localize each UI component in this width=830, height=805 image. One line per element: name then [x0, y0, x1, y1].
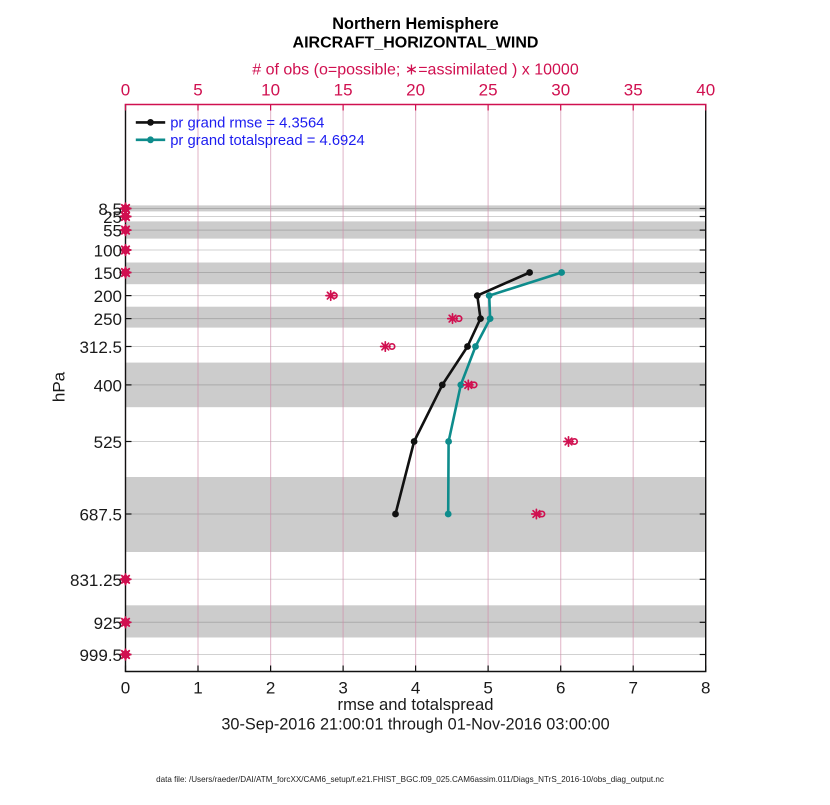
svg-text:999.5: 999.5 [79, 646, 122, 665]
svg-text:30-Sep-2016 21:00:01 through 0: 30-Sep-2016 21:00:01 through 01-Nov-2016… [221, 716, 609, 734]
svg-text:4: 4 [411, 679, 420, 698]
svg-text:35: 35 [624, 81, 643, 100]
svg-text:hPa: hPa [50, 371, 69, 402]
svg-text:15: 15 [334, 81, 353, 100]
svg-text:5: 5 [193, 81, 202, 100]
svg-text:pr grand totalspread = 4.6924: pr grand totalspread = 4.6924 [170, 133, 365, 149]
svg-text:55: 55 [103, 222, 122, 241]
svg-text:6: 6 [556, 679, 565, 698]
svg-text:7: 7 [628, 679, 637, 698]
svg-text:8.5: 8.5 [98, 200, 122, 219]
svg-text:312.5: 312.5 [79, 338, 122, 357]
svg-text:pr grand rmse = 4.3564: pr grand rmse = 4.3564 [170, 116, 324, 132]
svg-text:250: 250 [94, 310, 122, 329]
svg-text:2: 2 [266, 679, 275, 698]
svg-text:925: 925 [94, 614, 122, 633]
svg-text:AIRCRAFT_HORIZONTAL_WIND: AIRCRAFT_HORIZONTAL_WIND [293, 35, 539, 52]
svg-text:150: 150 [94, 264, 122, 283]
svg-text:1: 1 [193, 679, 202, 698]
svg-text:3: 3 [338, 679, 347, 698]
svg-text:Northern Hemisphere: Northern Hemisphere [332, 15, 498, 33]
svg-text:200: 200 [94, 287, 122, 306]
svg-text:100: 100 [94, 242, 122, 261]
svg-text:5: 5 [483, 679, 492, 698]
svg-text:0: 0 [121, 679, 130, 698]
svg-text:831.25: 831.25 [70, 571, 122, 590]
svg-text:40: 40 [696, 81, 715, 100]
svg-text:400: 400 [94, 377, 122, 396]
svg-text:20: 20 [406, 81, 425, 100]
svg-text:0: 0 [121, 81, 130, 100]
svg-text:8: 8 [701, 679, 710, 698]
svg-text:25: 25 [103, 208, 122, 227]
svg-text:30: 30 [551, 81, 570, 100]
svg-text:25: 25 [479, 81, 498, 100]
svg-text:525: 525 [94, 433, 122, 452]
svg-text:687.5: 687.5 [79, 506, 122, 525]
svg-text:rmse and totalspread: rmse and totalspread [338, 695, 494, 714]
svg-text:data file: /Users/raeder/DAI/A: data file: /Users/raeder/DAI/ATM_forcXX/… [156, 775, 664, 784]
svg-text:10: 10 [261, 81, 280, 100]
svg-text:# of obs (o=possible; ∗=assimi: # of obs (o=possible; ∗=assimilated ) x … [252, 61, 579, 78]
